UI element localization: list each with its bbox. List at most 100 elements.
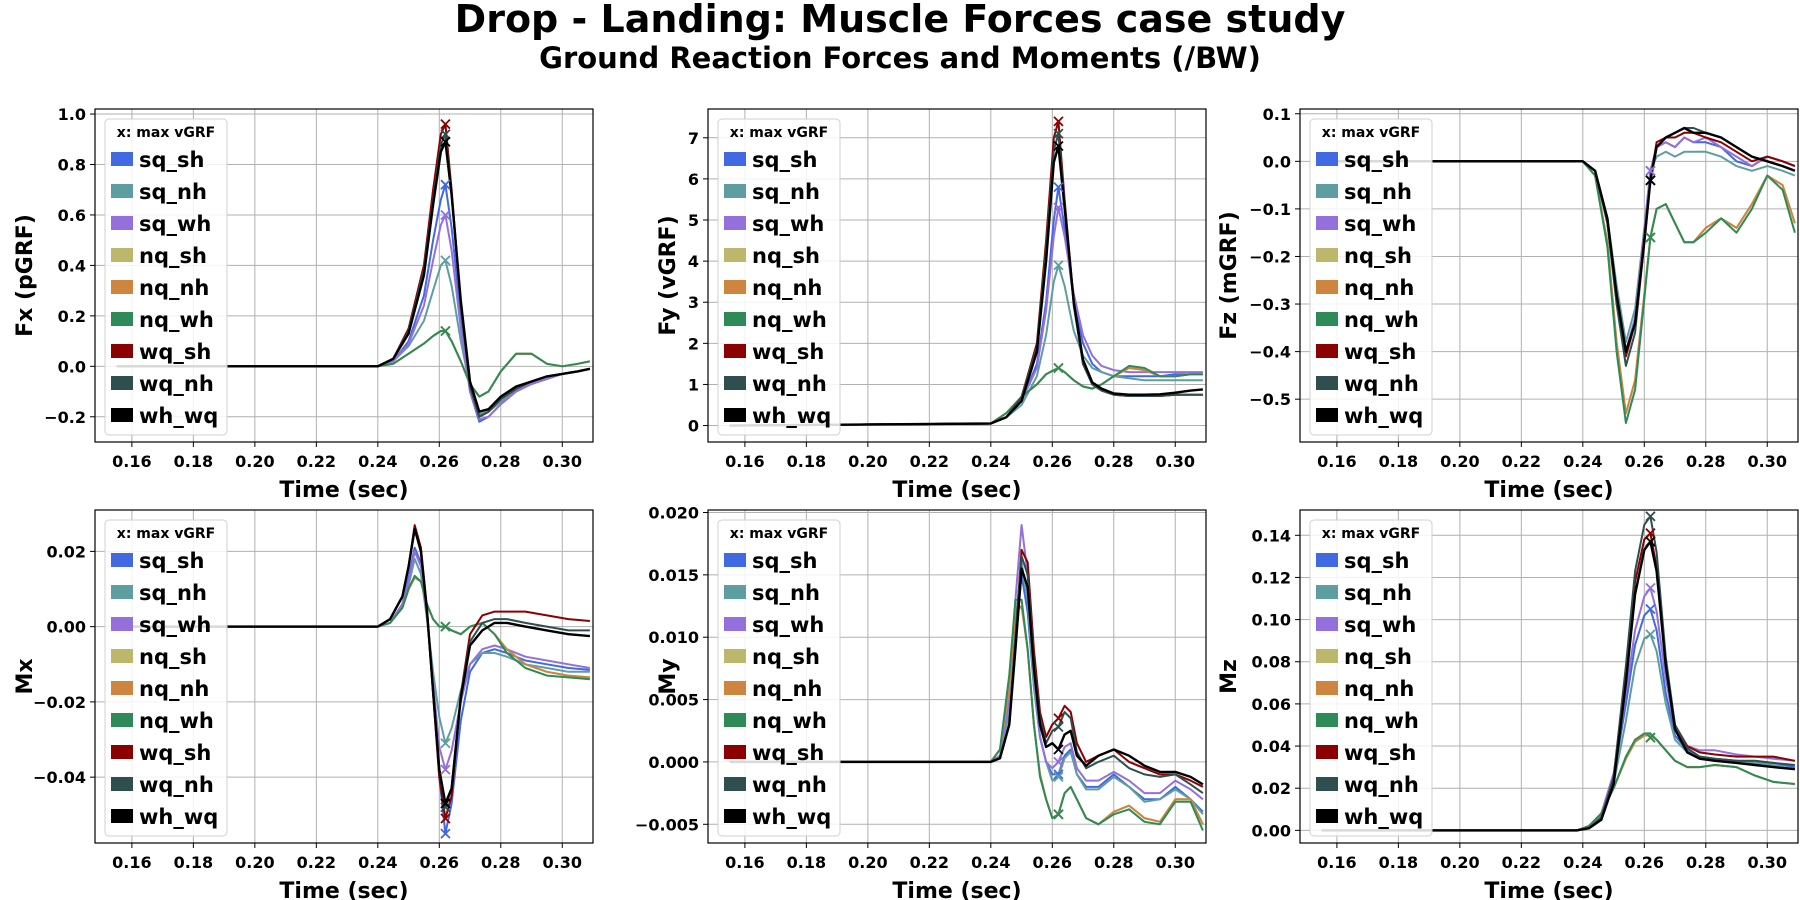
x-tick-label: 0.16	[1317, 853, 1356, 872]
legend-swatch-wq_sh	[1316, 344, 1338, 358]
legend-swatch-sq_wh	[1316, 617, 1338, 631]
series-line-nq_wh	[1321, 160, 1796, 424]
y-axis-label: My	[656, 658, 681, 694]
max-vgrf-marker-wq_sh	[1053, 116, 1064, 127]
y-tick-label: 0.4	[58, 256, 86, 275]
legend-label-wq_nh: wq_nh	[1344, 372, 1419, 396]
y-tick-label: 0.020	[648, 503, 699, 522]
legend-title: x: max vGRF	[730, 526, 828, 542]
x-tick-label: 0.28	[1094, 452, 1133, 471]
y-tick-label: −0.02	[33, 693, 86, 712]
legend-label-wh_wq: wh_wq	[1344, 805, 1423, 829]
max-vgrf-marker-nq_wh	[1645, 732, 1656, 743]
max-vgrf-marker-wq_nh	[440, 802, 451, 813]
max-vgrf-marker-nq_wh	[1053, 362, 1064, 374]
axes-frame	[94, 509, 594, 844]
x-tick-label: 0.26	[1625, 853, 1664, 872]
legend-swatch-nq_sh	[111, 649, 133, 663]
subplot-1: 0.16 0.18 0.20 0.22 0.24 0.26 0.28 0.30 −0.2 0.0 0…	[13, 105, 594, 503]
y-tick-label: 0.08	[1252, 653, 1291, 672]
legend-label-wq_nh: wq_nh	[1344, 773, 1419, 797]
max-vgrf-marker-sq_sh	[440, 828, 451, 839]
legend-swatch-sq_nh	[724, 184, 746, 198]
legend-label-nq_nh: nq_nh	[1344, 677, 1414, 701]
y-tick-label: 4	[688, 252, 699, 271]
legend-swatch-nq_sh	[1316, 248, 1338, 262]
legend-swatch-wq_nh	[1316, 777, 1338, 791]
legend-swatch-wq_nh	[1316, 376, 1338, 390]
legend-label-nq_wh: nq_wh	[752, 709, 827, 733]
x-tick-label: 0.28	[481, 853, 520, 872]
max-vgrf-marker-sq_nh	[1053, 260, 1064, 271]
legend-swatch-sq_sh	[724, 152, 746, 166]
legend-box	[1309, 519, 1433, 837]
legend-label-nq_wh: nq_wh	[1344, 308, 1419, 332]
x-tick-label: 0.22	[1502, 452, 1541, 471]
x-tick-label: 0.24	[358, 853, 397, 872]
legend-swatch-nq_sh	[724, 649, 746, 663]
y-tick-label: 0.6	[58, 206, 86, 225]
max-vgrf-marker-sq_nh	[1645, 629, 1656, 640]
max-vgrf-marker-wh_wq	[440, 136, 451, 147]
legend-label-wh_wq: wh_wq	[139, 404, 218, 428]
x-axis-label: Time (sec)	[279, 879, 408, 900]
legend-swatch-sq_sh	[1316, 553, 1338, 567]
x-tick-label: 0.28	[1686, 853, 1725, 872]
legend-label-sq_wh: sq_wh	[1344, 613, 1416, 637]
x-tick-label: 0.26	[420, 853, 459, 872]
legend-swatch-nq_wh	[724, 312, 746, 326]
x-axis-label: Time (sec)	[1484, 478, 1613, 503]
y-tick-label: 0.005	[648, 691, 699, 710]
y-tick-label: 0.10	[1252, 611, 1291, 630]
x-axis-label: Time (sec)	[892, 478, 1021, 503]
subplots: 0.16 0.18 0.20 0.22 0.24 0.26 0.28 0.30−0.20.00…	[13, 105, 1799, 900]
x-tick-label: 0.16	[1317, 452, 1356, 471]
legend-title: x: max vGRF	[117, 125, 215, 141]
legend-label-nq_wh: nq_wh	[139, 308, 214, 332]
legend: x: max vGRF sq_sh sq_nh sq_wh nq_sh nq_nh nq_w…	[104, 519, 228, 837]
y-tick-label: 0.00	[1252, 821, 1291, 840]
series-group	[729, 120, 1204, 427]
legend-label-wq_nh: wq_nh	[752, 773, 827, 797]
max-vgrf-marker-wq_sh	[1053, 713, 1064, 724]
max-vgrf-marker-sq_sh	[1053, 769, 1064, 780]
subplot-3: 0.16 0.18 0.20 0.22 0.24 0.26 0.28 0.30 −0.5 −0.4…	[1217, 105, 1799, 503]
x-tick-label: 0.26	[1625, 452, 1664, 471]
y-tick-label: −0.04	[33, 768, 86, 787]
max-vgrf-marker-sq_nh	[1053, 771, 1064, 783]
legend-label-sq_nh: sq_nh	[752, 180, 820, 204]
legend-label-sq_nh: sq_nh	[139, 581, 207, 605]
legend-label-sq_nh: sq_nh	[1344, 581, 1412, 605]
legend: x: max vGRF sq_sh sq_nh sq_wh nq_sh nq_nh nq_w…	[1309, 118, 1433, 436]
legend-swatch-sq_wh	[111, 216, 133, 230]
legend-swatch-nq_wh	[111, 713, 133, 727]
legend-swatch-sq_wh	[724, 617, 746, 631]
legend-swatch-nq_nh	[724, 280, 746, 294]
max-vgrf-marker-wh_wq	[1053, 140, 1064, 152]
legend-title: x: max vGRF	[117, 526, 215, 542]
legend-swatch-wh_wq	[111, 408, 133, 422]
max-vgrf-marker-sq_wh	[1645, 165, 1656, 176]
max-vgrf-marker-sq_wh	[1053, 756, 1064, 768]
x-tick-label: 0.18	[174, 853, 213, 872]
x-tick-label: 0.20	[848, 853, 887, 872]
x-axis-label: Time (sec)	[892, 879, 1021, 900]
max-vgrf-marker-sq_nh	[440, 255, 451, 266]
max-vgrf-marker-wh_wq	[1645, 175, 1656, 186]
legend-box	[104, 519, 228, 837]
axes-frame	[1299, 108, 1799, 443]
x-axis-label: Time (sec)	[279, 478, 408, 503]
legend: x: max vGRF sq_sh sq_nh sq_wh nq_sh nq_nh nq_w…	[717, 519, 841, 837]
legend-label-nq_nh: nq_nh	[752, 677, 822, 701]
series-line-wh_wq	[729, 567, 1204, 786]
max-vgrf-marker-wh_wq	[1645, 536, 1656, 547]
legend-swatch-nq_nh	[111, 280, 133, 294]
legend-label-sq_nh: sq_nh	[139, 180, 207, 204]
legend-swatch-sq_wh	[1316, 216, 1338, 230]
legend-label-sq_sh: sq_sh	[752, 148, 817, 172]
legend-swatch-wh_wq	[724, 408, 746, 422]
x-tick-label: 0.30	[543, 452, 582, 471]
legend: x: max vGRF sq_sh sq_nh sq_wh nq_sh nq_nh nq_w…	[717, 118, 841, 436]
x-tick-label: 0.16	[725, 452, 764, 471]
x-tick-label: 0.30	[1156, 853, 1195, 872]
